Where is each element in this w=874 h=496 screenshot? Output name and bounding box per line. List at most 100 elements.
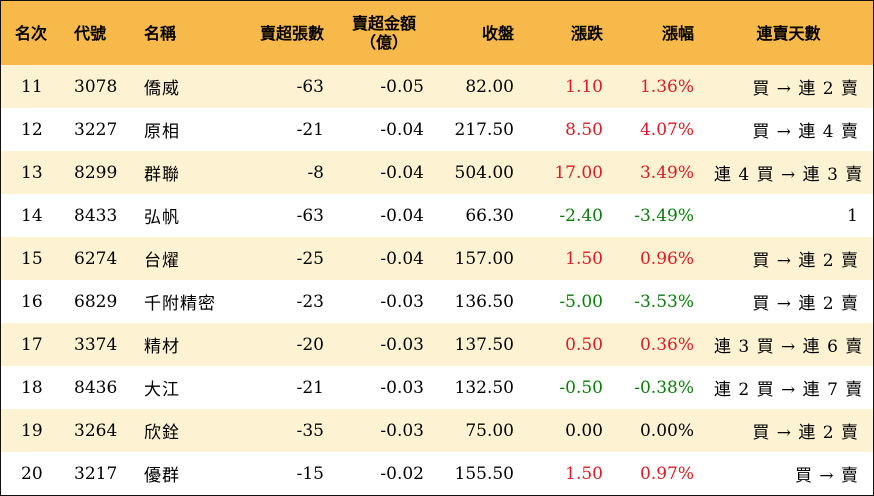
cell-change-pct: 0.97%: [639, 463, 694, 484]
cell-sell-amount: -0.04: [380, 119, 424, 140]
cell-streak: 連 3 買 → 連 6 賣: [714, 337, 864, 357]
table-row: 11 3078 僑威 -63 -0.05 82.00 1.10 1.36% 買 …: [1, 65, 873, 108]
cell-change: 1.10: [565, 76, 603, 97]
cell-sell-lots: -20: [296, 334, 324, 355]
cell-sell-lots: -25: [296, 248, 324, 269]
cell-close: 137.50: [454, 334, 514, 355]
cell-sell-lots: -21: [296, 377, 324, 398]
cell-streak: 買 → 連 2 賣: [752, 294, 859, 314]
cell-name: 千附精密: [144, 294, 216, 314]
cell-change-pct: 0.00%: [639, 420, 694, 441]
cell-streak: 買 → 連 2 賣: [752, 251, 859, 271]
cell-change: -2.40: [559, 205, 603, 226]
cell-code: 3264: [74, 420, 118, 441]
table-row: 17 3374 精材 -20 -0.03 137.50 0.50 0.36% 連…: [1, 323, 873, 366]
header-change-pct: 漲幅: [661, 23, 694, 43]
cell-change: -5.00: [559, 291, 603, 312]
cell-code: 3374: [74, 334, 118, 355]
header-close: 收盤: [481, 23, 514, 43]
cell-rank: 11: [21, 76, 43, 97]
cell-close: 155.50: [454, 463, 514, 484]
cell-close: 132.50: [454, 377, 514, 398]
cell-code: 3227: [74, 119, 118, 140]
header-sell-amount-line1: 賣超金額: [351, 14, 416, 33]
table-row: 19 3264 欣銓 -35 -0.03 75.00 0.00 0.00% 買 …: [1, 409, 873, 452]
cell-name: 群聯: [144, 165, 180, 185]
header-rank: 名次: [15, 23, 48, 43]
cell-streak: 買 → 賣: [794, 466, 859, 486]
table-row: 16 6829 千附精密 -23 -0.03 136.50 -5.00 -3.5…: [1, 280, 873, 323]
cell-streak: 買 → 連 4 賣: [752, 122, 859, 142]
cell-sell-amount: -0.03: [380, 420, 424, 441]
cell-change: 0.50: [565, 334, 603, 355]
table-body: 11 3078 僑威 -63 -0.05 82.00 1.10 1.36% 買 …: [1, 65, 873, 495]
cell-streak: 連 2 買 → 連 7 賣: [714, 380, 864, 400]
header-sell-lots: 賣超張數: [259, 23, 324, 43]
cell-close: 136.50: [454, 291, 514, 312]
cell-close: 66.30: [465, 205, 514, 226]
cell-close: 82.00: [465, 76, 514, 97]
cell-change-pct: 0.96%: [639, 248, 694, 269]
cell-change-pct: 4.07%: [639, 119, 694, 140]
cell-close: 157.00: [454, 248, 514, 269]
cell-change: 1.50: [565, 248, 603, 269]
cell-sell-amount: -0.04: [380, 205, 424, 226]
cell-sell-lots: -63: [296, 76, 324, 97]
cell-rank: 19: [21, 420, 43, 441]
cell-name: 精材: [144, 337, 180, 357]
cell-change-pct: -3.53%: [634, 291, 694, 312]
cell-rank: 20: [21, 463, 43, 484]
cell-code: 3078: [74, 76, 118, 97]
table-row: 20 3217 優群 -15 -0.02 155.50 1.50 0.97% 買…: [1, 452, 873, 495]
cell-change-pct: -0.38%: [634, 377, 694, 398]
cell-change: 0.00: [565, 420, 603, 441]
cell-close: 75.00: [465, 420, 514, 441]
cell-code: 8436: [74, 377, 118, 398]
cell-code: 3217: [74, 463, 118, 484]
table-row: 18 8436 大江 -21 -0.03 132.50 -0.50 -0.38%…: [1, 366, 873, 409]
table-row: 12 3227 原相 -21 -0.04 217.50 8.50 4.07% 買…: [1, 108, 873, 151]
header-name: 名稱: [144, 23, 177, 43]
cell-close: 217.50: [454, 119, 514, 140]
cell-code: 8299: [74, 162, 118, 183]
cell-change-pct: 3.49%: [639, 162, 694, 183]
cell-change-pct: 1.36%: [639, 76, 694, 97]
cell-streak: 1: [847, 205, 859, 226]
cell-name: 原相: [144, 122, 180, 142]
table-header: 名次 代號 名稱 賣超張數 賣超金額 （億） 收盤 漲跌 漲幅 連賣天數: [1, 1, 873, 65]
cell-rank: 12: [21, 119, 43, 140]
cell-code: 6274: [74, 248, 118, 269]
cell-change: 17.00: [554, 162, 603, 183]
cell-rank: 16: [21, 291, 43, 312]
cell-sell-amount: -0.02: [380, 463, 424, 484]
cell-name: 台燿: [144, 251, 180, 271]
cell-sell-lots: -35: [296, 420, 324, 441]
header-code: 代號: [74, 23, 107, 43]
cell-change-pct: 0.36%: [639, 334, 694, 355]
cell-sell-amount: -0.04: [380, 248, 424, 269]
cell-name: 大江: [144, 380, 180, 400]
cell-code: 6829: [74, 291, 118, 312]
cell-sell-amount: -0.03: [380, 291, 424, 312]
cell-sell-lots: -21: [296, 119, 324, 140]
cell-rank: 17: [21, 334, 43, 355]
cell-name: 弘帆: [144, 208, 180, 228]
header-row: 名次 代號 名稱 賣超張數 賣超金額 （億） 收盤 漲跌 漲幅 連賣天數: [1, 1, 873, 65]
cell-sell-lots: -63: [296, 205, 324, 226]
cell-streak: 連 4 買 → 連 3 賣: [714, 165, 864, 185]
cell-rank: 18: [21, 377, 43, 398]
cell-close: 504.00: [454, 162, 514, 183]
cell-change-pct: -3.49%: [634, 205, 694, 226]
table-row: 15 6274 台燿 -25 -0.04 157.00 1.50 0.96% 買…: [1, 237, 873, 280]
header-sell-amount: 賣超金額 （億）: [334, 1, 434, 65]
cell-sell-lots: -23: [296, 291, 324, 312]
cell-streak: 買 → 連 2 賣: [752, 423, 859, 443]
table-row: 13 8299 群聯 -8 -0.04 504.00 17.00 3.49% 連…: [1, 151, 873, 194]
cell-name: 優群: [144, 466, 180, 486]
cell-name: 欣銓: [144, 423, 180, 443]
cell-code: 8433: [74, 205, 118, 226]
cell-streak: 買 → 連 2 賣: [752, 79, 859, 99]
header-change: 漲跌: [570, 23, 603, 43]
